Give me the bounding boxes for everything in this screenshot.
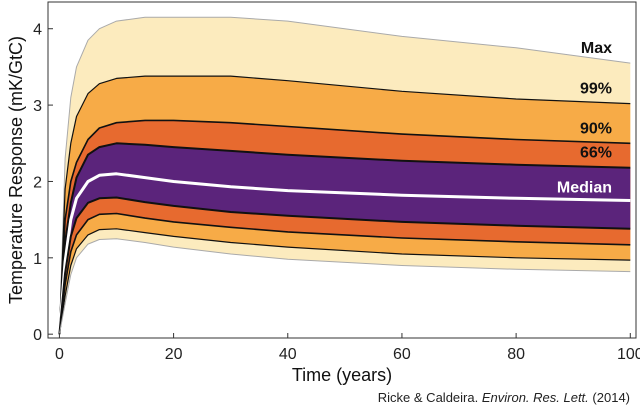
citation-authors: Ricke & Caldeira. — [378, 390, 478, 405]
line-layer — [57, 16, 631, 335]
plot-frame — [47, 1, 637, 339]
band-layer — [59, 17, 631, 335]
y-tick-label: 3 — [33, 98, 42, 115]
x-tick-label: 0 — [55, 346, 64, 363]
series-label-66pct: 66% — [580, 145, 612, 162]
citation: Ricke & Caldeira. Environ. Res. Lett. (2… — [378, 390, 630, 405]
series-line-1pct — [58, 228, 631, 335]
x-tick-label: 100 — [617, 346, 640, 363]
y-tick-label: 4 — [33, 22, 42, 39]
y-axis-title: Temperature Response (mK/GtC) — [6, 36, 26, 304]
band-core — [59, 143, 631, 335]
series-label-median: Median — [557, 180, 612, 197]
citation-journal: Environ. Res. Lett. — [482, 390, 589, 405]
series-line-90pct — [58, 119, 631, 335]
series-line-99pct — [58, 75, 631, 335]
series-line-66pct — [58, 142, 631, 335]
series-line-max — [58, 16, 631, 335]
x-tick-label: 60 — [393, 346, 411, 363]
y-tick-label: 2 — [33, 174, 42, 191]
tick-layer: 0 20 40 60 80 100 0 1 2 3 4 — [33, 22, 640, 363]
y-tick-label: 1 — [33, 251, 42, 268]
series-line-median — [57, 172, 631, 335]
x-tick-label: 80 — [507, 346, 525, 363]
series-line-min — [58, 238, 631, 335]
series-line-10pct — [58, 212, 631, 335]
x-axis-title: Time (years) — [292, 365, 392, 385]
x-tick-label: 40 — [279, 346, 297, 363]
citation-year: (2014) — [592, 390, 630, 405]
series-label-90pct: 90% — [580, 120, 612, 137]
series-line-34pct — [58, 196, 631, 335]
series-label-max: Max — [581, 40, 612, 57]
series-label-99pct: 99% — [580, 81, 612, 98]
y-tick-label: 0 — [33, 327, 42, 344]
series-label-layer: Max 99% 90% 66% Median — [557, 40, 612, 196]
x-tick-label: 20 — [165, 346, 183, 363]
